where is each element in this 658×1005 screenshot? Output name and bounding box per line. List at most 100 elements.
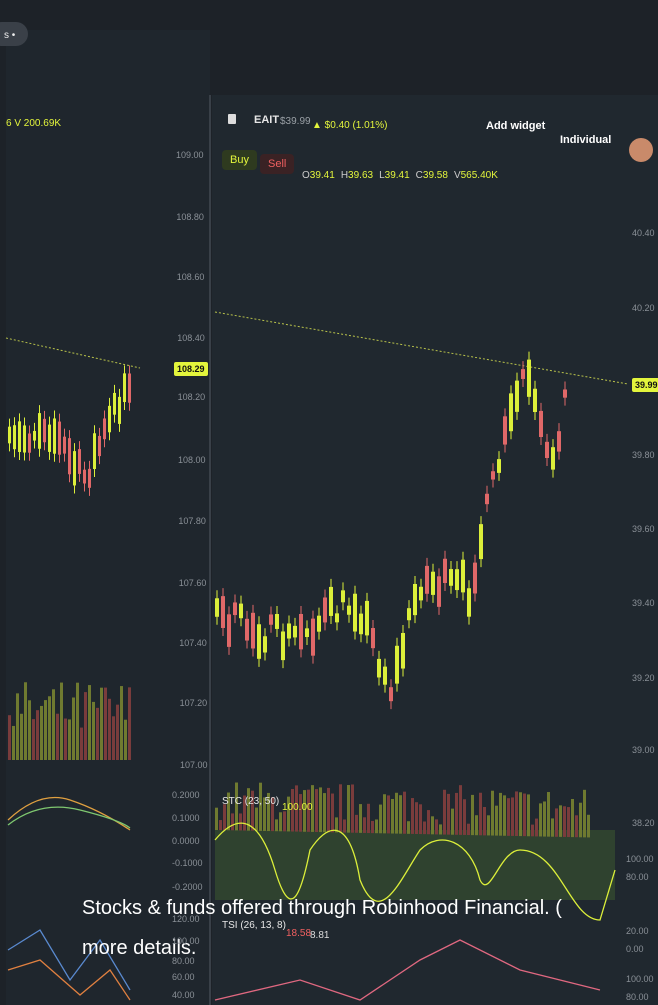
volume-bar: [20, 714, 23, 760]
volume-bar: [547, 792, 550, 837]
volume-bar: [543, 801, 546, 836]
left-price-tick: 109.00: [176, 150, 204, 160]
volume-bar: [331, 794, 334, 833]
stc-name: STC (23, 50): [222, 796, 279, 807]
volume-bar: [551, 818, 554, 836]
volume-bar: [84, 692, 87, 760]
left-price-tick: 108.80: [176, 212, 204, 222]
candle-body: [281, 631, 285, 660]
volume-bar: [387, 795, 390, 833]
chart-graphics: [0, 0, 658, 1005]
price: $39.99: [280, 116, 311, 127]
volume-bar: [239, 813, 242, 830]
candle-body: [78, 449, 81, 474]
candle-body: [118, 397, 121, 424]
candle-body: [527, 360, 531, 397]
left-indicator-tick: 120.00: [172, 914, 200, 924]
volume-bar: [319, 787, 322, 832]
candle-body: [108, 406, 111, 432]
sell-button[interactable]: Sell: [260, 154, 294, 174]
volume-bar: [323, 793, 326, 832]
volume-bar: [483, 807, 486, 835]
volume-bar: [383, 794, 386, 833]
volume-bar: [112, 716, 115, 760]
candle-body: [98, 436, 101, 456]
right-price-tick: 39.60: [632, 524, 655, 534]
stc-tick: 0.00: [626, 944, 644, 954]
candle-body: [8, 427, 11, 444]
left-indicator-tick: 40.00: [172, 990, 195, 1000]
volume-bar: [451, 809, 454, 835]
volume-bar: [575, 815, 578, 837]
right-price-marker: 39.99: [632, 378, 658, 392]
volume-bar: [407, 821, 410, 834]
candle-body: [293, 626, 297, 638]
candle-body: [479, 524, 483, 559]
candle-body: [239, 604, 243, 619]
candle-body: [311, 619, 315, 656]
volume-bar: [459, 785, 462, 835]
volume-bar: [523, 794, 526, 837]
volume-bar: [255, 808, 258, 831]
candle-body: [269, 614, 273, 624]
add-widget-button[interactable]: Add widget: [478, 116, 553, 136]
stc-value: 100.00: [282, 802, 313, 813]
candle-body: [93, 433, 96, 469]
candle-body: [521, 369, 525, 379]
candle-body: [473, 563, 477, 594]
candle-body: [251, 613, 255, 649]
candle-body: [103, 418, 106, 439]
candle-body: [353, 594, 357, 632]
volume-bar: [56, 714, 59, 760]
left-indicator-tick: 0.1000: [172, 813, 200, 823]
volume-bar: [555, 808, 558, 836]
candle-body: [317, 616, 321, 632]
volume-bar: [567, 807, 570, 837]
candle-body: [509, 393, 513, 431]
left-indicator-tick: 80.00: [172, 956, 195, 966]
screenshot: s • 6 V 200.69K 108.29 EAIT $39.99 ▲ $0.…: [0, 0, 658, 1005]
account-selector[interactable]: Individual: [552, 130, 619, 150]
volume-bar: [527, 794, 530, 836]
volume-bar: [375, 819, 378, 833]
candle-body: [443, 559, 447, 583]
right-price-tick: 40.20: [632, 303, 655, 313]
candle-body: [128, 373, 131, 402]
volume-bar: [343, 819, 346, 832]
volume-bar: [76, 683, 79, 760]
volume-bar: [223, 804, 226, 830]
candle-body: [215, 598, 219, 617]
volume-bar: [491, 791, 494, 836]
volume-bar: [36, 710, 39, 760]
buy-button[interactable]: Buy: [222, 150, 257, 170]
volume-bar: [100, 688, 103, 760]
ohlcv-value: 39.63: [348, 170, 373, 181]
candle-body: [113, 393, 116, 415]
ohlcv-label: O: [302, 170, 310, 181]
volume-bar: [359, 804, 362, 833]
candle-body: [23, 425, 26, 452]
candle-body: [68, 438, 71, 474]
volume-bar: [503, 795, 506, 835]
volume-bar: [92, 702, 95, 760]
volume-bar: [447, 794, 450, 835]
volume-bar: [419, 804, 422, 834]
candle-body: [365, 601, 369, 635]
volume-bar: [315, 789, 318, 832]
volume-bar: [423, 822, 426, 835]
ohlcv-label: V: [454, 170, 461, 181]
left-price-tick: 107.00: [180, 760, 208, 770]
volume-bar: [515, 791, 518, 836]
page: s • 6 V 200.69K 108.29 EAIT $39.99 ▲ $0.…: [0, 0, 658, 1005]
volume-bar: [467, 824, 470, 835]
candle-body: [455, 569, 459, 590]
right-price-tick: 40.40: [632, 228, 655, 238]
candle-body: [467, 588, 471, 616]
candle-body: [413, 584, 417, 615]
tsi-tick: 80.00: [626, 992, 649, 1002]
volume-bar: [499, 793, 502, 836]
candle-body: [275, 614, 279, 629]
top-tag: s •: [4, 30, 15, 41]
caption-line: more details.: [82, 928, 562, 968]
volume-bar: [124, 720, 127, 760]
